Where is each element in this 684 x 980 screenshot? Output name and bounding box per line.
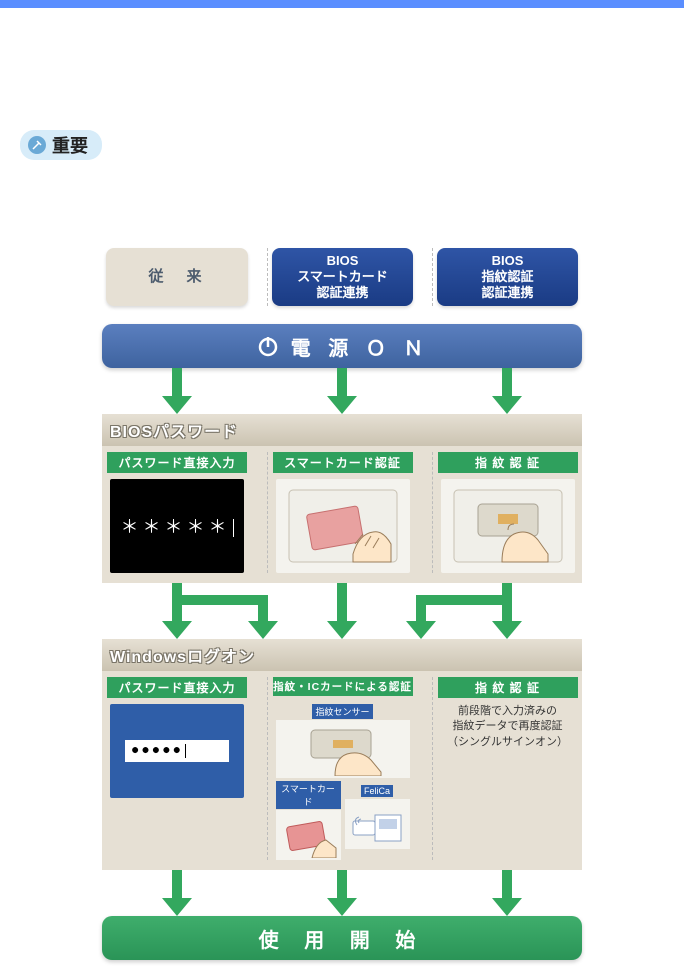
use-start-label: 使 用 開 始 (259, 924, 426, 953)
win-pw-dots: ●●●●● (131, 743, 183, 759)
arrow-down-icon (492, 368, 522, 414)
arrow-down-icon (162, 870, 192, 916)
power-on-bar: 電 源 Ｏ Ｎ (102, 324, 582, 368)
top-accent-band (0, 0, 684, 8)
mini-sensor-label: 指紋センサー (312, 704, 372, 719)
win-multi-illus: 指紋センサー スマートカード (276, 702, 410, 860)
arrow-down-icon (327, 368, 357, 414)
win-multi-label: 指紋・ICカードによる認証 (273, 677, 413, 696)
head-fingerprint-l3: 認証連携 (481, 285, 533, 301)
bios-col-fp: 指 紋 認 証 (432, 452, 582, 573)
head-smartcard-l2: スマートカード (297, 269, 388, 285)
bios-body: パスワード直接入力 ＊＊＊＊＊ スマートカード認証 (102, 446, 582, 583)
win-fp-note-l1: 前段階で入力済みの (437, 704, 578, 719)
head-fingerprint-l2: 指紋認証 (481, 269, 533, 285)
head-fingerprint-l1: BIOS (492, 253, 524, 269)
arrows-power-to-bios (102, 368, 582, 414)
win-fp-note: 前段階で入力済みの 指紋データで再度認証 （シングルサインオン） (437, 704, 578, 750)
win-pw-illus: ●●●●● (110, 704, 244, 798)
head-conventional-label: 従 来 (148, 268, 205, 287)
win-pw-field: ●●●●● (125, 740, 229, 762)
important-label: 重要 (52, 132, 88, 158)
mini-felica-label: FeliCa (361, 785, 393, 797)
windows-band: Windowsログオン (102, 639, 582, 671)
arrow-down-icon (162, 368, 192, 414)
head-smartcard: BIOS スマートカード 認証連携 (272, 248, 413, 306)
diagram: 従 来 BIOS スマートカード 認証連携 BIOS 指紋認証 認証連携 (102, 248, 582, 960)
head-smartcard-l1: BIOS (327, 253, 359, 269)
pin-icon (26, 134, 48, 156)
win-fp-label: 指 紋 認 証 (438, 677, 578, 698)
bios-fp-label: 指 紋 認 証 (438, 452, 578, 473)
win-col-fp: 指 紋 認 証 前段階で入力済みの 指紋データで再度認証 （シングルサインオン） (432, 677, 582, 860)
col-smartcard: BIOS スマートカード 認証連携 (267, 248, 417, 306)
arrows-windows-to-use (102, 870, 582, 916)
windows-body: パスワード直接入力 ●●●●● 指紋・ICカードによる認証 指紋センサー (102, 671, 582, 870)
arrow-down-icon (327, 870, 357, 916)
bios-card-label: スマートカード認証 (273, 452, 413, 473)
col-conventional: 従 来 (102, 248, 252, 306)
win-col-pw: パスワード直接入力 ●●●●● (102, 677, 252, 860)
head-fingerprint: BIOS 指紋認証 認証連携 (437, 248, 578, 306)
win-fp-note-l2: 指紋データで再度認証 (437, 719, 578, 734)
arrows-bios-to-windows (102, 583, 582, 639)
mini-smart-illus (276, 810, 341, 860)
bios-pw-stars: ＊＊＊＊＊ (121, 519, 231, 539)
win-fp-note-l3: （シングルサインオン） (437, 735, 578, 750)
bios-card-illus (276, 479, 410, 573)
important-badge: 重要 (20, 130, 102, 160)
bios-col-card: スマートカード認証 (267, 452, 417, 573)
bios-fp-illus (441, 479, 575, 573)
bios-col-pw: パスワード直接入力 ＊＊＊＊＊ (102, 452, 252, 573)
bios-pw-illus: ＊＊＊＊＊ (110, 479, 244, 573)
bios-band: BIOSパスワード (102, 414, 582, 446)
bios-pw-label: パスワード直接入力 (107, 452, 247, 473)
power-icon (255, 333, 281, 359)
mini-sensor-illus (276, 720, 410, 778)
power-on-label: 電 源 Ｏ Ｎ (291, 332, 430, 361)
arrow-down-long-icon (492, 870, 522, 916)
use-start-bar: 使 用 開 始 (102, 916, 582, 960)
head-conventional: 従 来 (106, 248, 248, 306)
mini-smart-label: スマートカード (276, 781, 341, 809)
head-smartcard-l3: 認証連携 (316, 285, 368, 301)
win-pw-label: パスワード直接入力 (107, 677, 247, 698)
col-fingerprint: BIOS 指紋認証 認証連携 (432, 248, 582, 306)
mini-felica-illus (345, 799, 410, 849)
win-col-multi: 指紋・ICカードによる認証 指紋センサー (267, 677, 417, 860)
